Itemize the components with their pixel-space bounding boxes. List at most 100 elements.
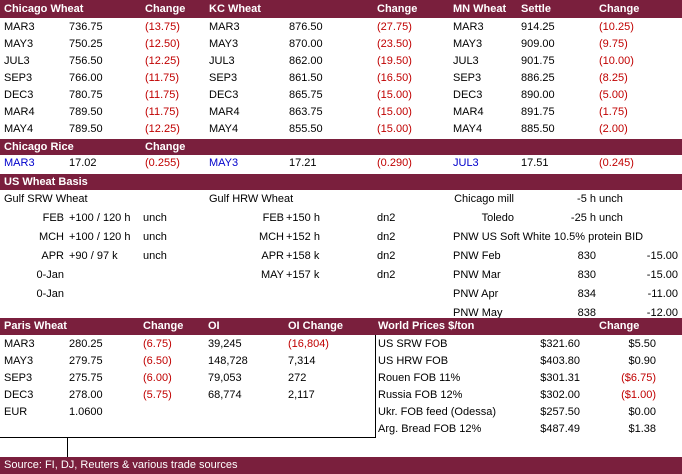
pnw-change: -15.00 — [646, 269, 678, 281]
mn-price: 914.25 — [521, 21, 555, 33]
hrw-basis: +152 h — [286, 231, 320, 243]
mn-price: 901.75 — [521, 55, 555, 67]
hrw-basis: +150 h — [286, 212, 320, 224]
kc-change-header: Change — [377, 3, 418, 15]
kc-price: 870.00 — [289, 38, 323, 50]
kc-wheat-header: KC Wheat — [209, 3, 261, 15]
hrw-month: FEB — [262, 212, 284, 224]
world-price: $302.00 — [540, 389, 580, 401]
chicago-price: 766.00 — [69, 72, 103, 84]
pnw-price: 830 — [577, 269, 596, 281]
world-change: ($1.00) — [621, 389, 656, 401]
chicago-price: 780.75 — [69, 89, 103, 101]
srw-month: MCH — [38, 231, 64, 243]
chicago-change: (11.75) — [145, 72, 180, 84]
pnw-change: -15.00 — [646, 250, 678, 262]
kc-contract-month: JUL3 — [209, 55, 235, 67]
pnw-title: PNW US Soft White 10.5% protein BID — [453, 231, 644, 243]
srw-month: FEB — [42, 212, 64, 224]
pnw-price: 830 — [577, 250, 596, 262]
srw-basis: +100 / 120 h — [69, 231, 131, 243]
chicago-change: (11.75) — [145, 106, 180, 118]
chicago-change: (13.75) — [145, 21, 180, 33]
paris-price: 280.25 — [69, 338, 103, 350]
world-price: $487.49 — [540, 423, 580, 435]
world-change: $1.38 — [628, 423, 656, 435]
paris-wheat-header: Paris Wheat — [4, 320, 67, 332]
world-change: $5.50 — [628, 338, 656, 350]
paris-contract-month: DEC3 — [4, 389, 34, 401]
pnw-month: PNW Apr — [453, 288, 499, 300]
srw-change: unch — [143, 212, 167, 224]
kc-price: 865.75 — [289, 89, 323, 101]
rice-price: 17.21 — [289, 157, 317, 169]
chicago-change-header: Change — [145, 3, 186, 15]
hrw-change: dn2 — [377, 212, 396, 224]
pnw-month: PNW May — [453, 307, 503, 319]
paris-contract-month: MAR3 — [4, 338, 35, 350]
mn-change: (8.25) — [599, 72, 628, 84]
world-price: $403.80 — [540, 355, 580, 367]
hrw-change: dn2 — [377, 231, 396, 243]
rice-change: (0.245) — [599, 157, 634, 169]
paris-oi: 68,774 — [208, 389, 242, 401]
paris-oi: 39,245 — [208, 338, 242, 350]
mill-basis: -25 h — [570, 212, 596, 224]
paris-bottom-border — [0, 437, 376, 438]
srw-basis: +100 / 120 h — [69, 212, 131, 224]
srw-change: unch — [143, 250, 167, 262]
chicago-price: 750.25 — [69, 38, 103, 50]
mn-contract-month: SEP3 — [453, 72, 482, 84]
world-price-label: Russia FOB 12% — [378, 389, 463, 401]
chicago-change: (12.50) — [145, 38, 180, 50]
mn-change-header: Change — [599, 3, 640, 15]
mn-price: 885.50 — [521, 123, 555, 135]
srw-month: 0-Jan — [36, 288, 64, 300]
mn-price: 890.00 — [521, 89, 555, 101]
srw-basis: +90 / 97 k — [69, 250, 118, 262]
kc-change: (15.00) — [377, 123, 412, 135]
pnw-month: PNW Feb — [453, 250, 501, 262]
kc-price: 861.50 — [289, 72, 323, 84]
world-change: $0.00 — [628, 406, 656, 418]
mn-change: (1.75) — [599, 106, 628, 118]
chicago-change: (12.25) — [145, 123, 180, 135]
basis-header-bar — [0, 174, 682, 190]
pnw-price: 838 — [577, 307, 596, 319]
world-prices-header: World Prices $/ton — [378, 320, 475, 332]
mill-location: Toledo — [481, 212, 514, 224]
footer-divider — [67, 437, 68, 457]
mn-change: (10.25) — [599, 21, 634, 33]
kc-change: (15.00) — [377, 106, 412, 118]
chicago-contract-month: MAY4 — [4, 123, 34, 135]
chicago-contract-month: DEC3 — [4, 89, 34, 101]
hrw-month: APR — [261, 250, 284, 262]
pnw-change: -11.00 — [647, 288, 678, 300]
srw-month: APR — [41, 250, 64, 262]
chicago-change: (12.25) — [145, 55, 180, 67]
world-price-label: US HRW FOB — [378, 355, 449, 367]
chicago-price: 756.50 — [69, 55, 103, 67]
rice-price: 17.02 — [69, 157, 97, 169]
paris-contract-month: MAY3 — [4, 355, 34, 367]
gulf-srw-title: Gulf SRW Wheat — [4, 193, 88, 205]
eur-label: EUR — [4, 406, 28, 418]
mn-change: (2.00) — [599, 123, 628, 135]
hrw-month: MCH — [258, 231, 284, 243]
paris-oi-change: (16,804) — [288, 338, 329, 350]
paris-contract-month: SEP3 — [4, 372, 33, 384]
paris-price: 275.75 — [69, 372, 103, 384]
paris-world-header-bar — [0, 318, 682, 335]
hrw-basis: +158 k — [286, 250, 320, 262]
paris-change: (6.00) — [143, 372, 172, 384]
mn-contract-month: JUL3 — [453, 55, 479, 67]
kc-contract-month: SEP3 — [209, 72, 238, 84]
hrw-change: dn2 — [377, 250, 396, 262]
eur-rate: 1.0600 — [69, 406, 103, 418]
kc-change: (27.75) — [377, 21, 412, 33]
chicago-contract-month: MAY3 — [4, 38, 34, 50]
rice-price: 17.51 — [521, 157, 549, 169]
world-price: $321.60 — [540, 338, 580, 350]
srw-change: unch — [143, 231, 167, 243]
kc-contract-month: MAR4 — [209, 106, 240, 118]
